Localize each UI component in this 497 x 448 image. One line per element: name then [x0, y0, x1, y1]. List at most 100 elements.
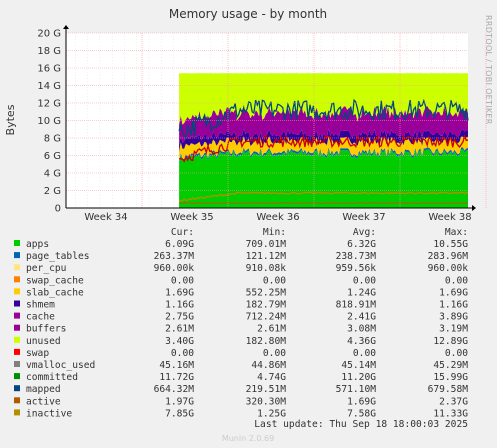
y-tick-label: 12 G [37, 99, 61, 110]
legend-value-cur: 0.00 [171, 275, 194, 286]
legend-value-cur: 2.61M [165, 324, 194, 335]
legend-value-cur: 1.97G [165, 396, 194, 407]
x-tick-label: Week 36 [256, 212, 299, 223]
legend-column-header: Avg: [353, 227, 376, 238]
legend-column-header: Min: [263, 227, 286, 238]
legend-value-cur: 45.16M [159, 360, 194, 371]
legend-value-avg: 0.00 [353, 348, 376, 359]
legend-series-name: committed [26, 372, 78, 383]
legend-value-avg: 4.36G [347, 336, 376, 347]
legend-value-avg: 571.10M [336, 384, 377, 395]
legend-value-min: 0.00 [263, 275, 286, 286]
legend-column-header: Max: [445, 227, 468, 238]
y-axis-label: Bytes [4, 104, 17, 135]
legend-value-avg: 1.69G [347, 396, 376, 407]
y-tick-label: 14 G [37, 81, 61, 92]
area-apps [179, 149, 468, 208]
legend-swatch [14, 240, 20, 246]
legend-value-max: 15.99G [433, 372, 468, 383]
legend-value-avg: 959.56k [336, 263, 377, 274]
legend-value-max: 11.33G [433, 408, 468, 419]
area-unused [179, 73, 468, 125]
plot-area: 0 2 G 4 G 6 G 8 G 10 G 12 G 14 G 16 G 18 G 20 G Wee… [37, 25, 487, 223]
legend-value-max: 1.16G [439, 300, 468, 311]
legend-swatch [14, 397, 20, 404]
legend-value-cur: 1.16G [165, 300, 194, 311]
legend-series-name: cache [26, 312, 55, 323]
legend-value-cur: 263.37M [154, 251, 195, 262]
legend-series-name: apps [26, 239, 49, 250]
legend-column-header: Cur: [171, 227, 194, 238]
legend-value-max: 3.19M [439, 324, 468, 335]
legend-swatch [14, 409, 20, 416]
legend-value-avg: 7.58G [347, 408, 376, 419]
legend-swatch [14, 264, 20, 271]
legend-value-cur: 2.75G [165, 312, 194, 323]
legend-value-min: 219.51M [246, 384, 287, 395]
legend-value-max: 0.00 [445, 275, 468, 286]
legend: Cur: Min: Avg: Max: apps 6.09G 709.01M 6.32G 10.… [14, 227, 468, 419]
legend-value-max: 3.89G [439, 312, 468, 323]
legend-value-avg: 11.20G [341, 372, 376, 383]
legend-value-max: 45.29M [433, 360, 468, 371]
line-active [178, 191, 469, 202]
legend-value-avg: 45.14M [341, 360, 376, 371]
legend-value-cur: 664.32M [154, 384, 195, 395]
legend-value-max: 283.96M [428, 251, 469, 262]
legend-value-avg: 238.73M [336, 251, 377, 262]
legend-swatch [14, 385, 20, 392]
legend-value-avg: 6.32G [347, 239, 376, 250]
legend-swatch [14, 348, 20, 355]
legend-series-name: swap [26, 348, 49, 359]
legend-swatch [14, 336, 20, 343]
legend-value-min: 182.79M [246, 300, 287, 311]
legend-value-avg: 0.00 [353, 275, 376, 286]
line-inactive [179, 133, 469, 163]
legend-series-name: swap_cache [26, 275, 84, 286]
legend-value-min: 2.61M [257, 324, 286, 335]
legend-value-avg: 818.91M [336, 300, 377, 311]
line-mapped [179, 202, 469, 204]
side-label: RRDTOOL / TOBI OETIKER [484, 15, 493, 125]
y-tick-label: 10 G [37, 116, 61, 127]
legend-value-min: 320.30M [246, 396, 287, 407]
legend-value-cur: 11.72G [159, 372, 194, 383]
legend-series-name: slab_cache [26, 287, 84, 298]
legend-value-cur: 1.69G [165, 287, 194, 298]
legend-swatch [14, 300, 20, 307]
legend-value-min: 552.25M [246, 287, 287, 298]
legend-swatch [14, 252, 20, 259]
legend-series-name: vmalloc_used [26, 360, 95, 371]
y-axis-arrow [63, 25, 69, 29]
legend-series-name: page_tables [26, 251, 90, 262]
legend-value-cur: 3.40G [165, 336, 194, 347]
legend-series-name: inactive [26, 408, 72, 419]
legend-swatch [14, 373, 20, 380]
legend-value-min: 4.74G [257, 372, 286, 383]
legend-series-name: per_cpu [26, 263, 66, 274]
legend-value-max: 1.69G [439, 287, 468, 298]
legend-series-name: active [26, 396, 61, 407]
legend-value-min: 44.86M [251, 360, 286, 371]
y-tick-label: 18 G [37, 46, 61, 57]
legend-series-name: buffers [26, 324, 66, 335]
y-tick-label: 4 G [44, 169, 61, 180]
y-tick-label: 20 G [37, 29, 61, 40]
legend-value-min: 0.00 [263, 348, 286, 359]
x-axis-arrow [472, 205, 476, 211]
legend-value-max: 12.89G [433, 336, 468, 347]
x-tick-label: Week 34 [84, 212, 127, 223]
legend-value-min: 709.01M [246, 239, 287, 250]
x-tick-label: Week 38 [428, 212, 471, 223]
legend-series-name: mapped [26, 384, 61, 395]
legend-swatch [14, 312, 20, 319]
legend-value-avg: 2.41G [347, 312, 376, 323]
legend-value-min: 910.08k [246, 263, 287, 274]
legend-value-cur: 6.09G [165, 239, 194, 250]
legend-value-max: 960.00k [428, 263, 469, 274]
y-tick-label: 2 G [44, 186, 61, 197]
version-footer: Munin 2.0.69 [222, 434, 274, 443]
legend-value-min: 712.24M [246, 312, 287, 323]
line-committed [178, 98, 469, 141]
